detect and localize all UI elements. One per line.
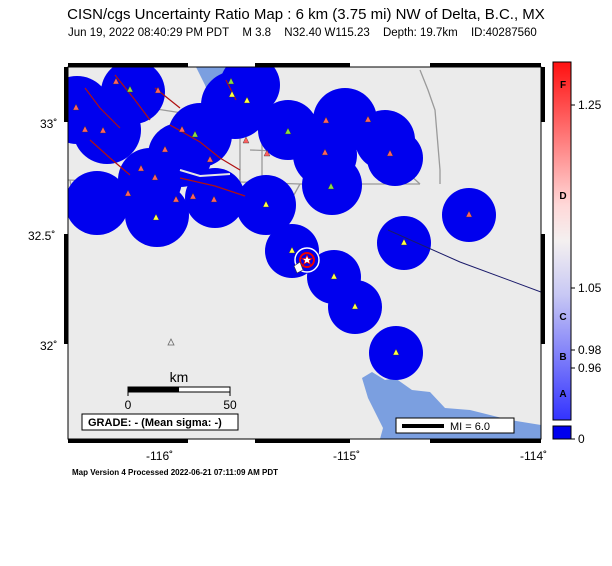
station-marker <box>137 164 145 172</box>
scale-unit-label: km <box>170 369 189 385</box>
station-marker <box>172 195 180 203</box>
station-marker <box>364 115 372 123</box>
station-marker <box>126 85 134 93</box>
colorbar-label-1-25: 1.25 <box>578 98 602 112</box>
lon-label-116: -116˚ <box>146 449 174 463</box>
event-id: ID:40287560 <box>470 27 537 39</box>
station-marker <box>321 148 329 156</box>
epicenter-star-icon <box>293 247 320 274</box>
station-marker <box>227 77 235 85</box>
station-marker <box>322 116 330 124</box>
grade-letter-f: F <box>559 80 567 91</box>
station-marker <box>206 155 214 163</box>
boundary-line <box>387 229 541 293</box>
grade-letter-a: A <box>559 389 567 400</box>
station-marker <box>400 238 408 246</box>
colorbar-ticks <box>571 104 575 440</box>
grade-letter-c: C <box>559 312 567 323</box>
station-marker <box>178 125 186 133</box>
colorbar-label-0: 0 <box>578 432 585 446</box>
station-marker <box>243 96 251 104</box>
stations <box>72 77 473 356</box>
lat-label-32-5: 32.5˚ <box>28 229 56 243</box>
station-marker <box>284 127 292 135</box>
lon-label-115: -115˚ <box>333 449 361 463</box>
station-marker <box>386 149 394 157</box>
colorbar-label-0-98: 0.98 <box>578 343 602 357</box>
grade-letter-b: B <box>559 352 567 363</box>
station-marker <box>262 200 270 208</box>
station-marker <box>189 192 197 200</box>
station-marker <box>351 302 359 310</box>
mi-legend-box <box>395 417 515 434</box>
station-marker <box>151 173 159 181</box>
colorbar-label-1-05: 1.05 <box>578 281 602 295</box>
scale-max-label: 50 <box>223 398 237 412</box>
station-marker <box>167 338 175 346</box>
station-marker <box>191 130 199 138</box>
station-marker <box>330 272 338 280</box>
scale-bar <box>127 386 231 396</box>
station-marker <box>392 348 400 356</box>
station-marker <box>288 246 296 254</box>
lat-label-32: 32˚ <box>40 339 58 353</box>
map-area <box>68 67 541 439</box>
station-marker <box>72 103 80 111</box>
station-marker <box>228 90 236 98</box>
mi-legend-text: MI = 6.0 <box>450 421 490 433</box>
colorbar <box>552 61 572 421</box>
event-info: Jun 19, 2022 08:40:29 PM PDT M 3.8 N32.4… <box>68 27 547 39</box>
event-location: N32.40 W115.23 <box>284 27 370 39</box>
grade-box <box>81 413 239 431</box>
station-marker <box>327 182 335 190</box>
station-marker <box>210 195 218 203</box>
station-marker <box>154 86 162 94</box>
scale-min-label: 0 <box>125 398 132 412</box>
station-marker <box>99 126 107 134</box>
colorbar-label-0-96: 0.96 <box>578 361 602 375</box>
grade-letter-d: D <box>559 191 567 202</box>
lat-label-33: 33˚ <box>40 117 58 131</box>
station-marker <box>112 77 120 85</box>
event-magnitude: M 3.8 <box>242 27 272 39</box>
event-datetime: Jun 19, 2022 08:40:29 PM PDT <box>68 27 230 39</box>
map-title: CISN/cgs Uncertainty Ratio Map : 6 km (3… <box>67 6 545 23</box>
map-version-footer: Map Version 4 Processed 2022-06-21 07:11… <box>72 468 279 477</box>
station-marker <box>465 210 473 218</box>
grade-text: GRADE: - (Mean sigma: -) <box>88 417 222 429</box>
frame-ticks <box>64 63 545 443</box>
faults <box>84 74 246 197</box>
terrain-seam <box>179 169 231 178</box>
station-marker <box>242 136 250 144</box>
colorbar-zero-swatch <box>552 425 572 440</box>
station-marker <box>81 125 89 133</box>
station-marker <box>263 149 271 157</box>
lon-label-114: -114˚ <box>520 449 548 463</box>
event-depth: Depth: 19.7km <box>382 27 458 39</box>
station-marker <box>124 189 132 197</box>
station-marker <box>161 145 169 153</box>
station-marker <box>152 213 160 221</box>
